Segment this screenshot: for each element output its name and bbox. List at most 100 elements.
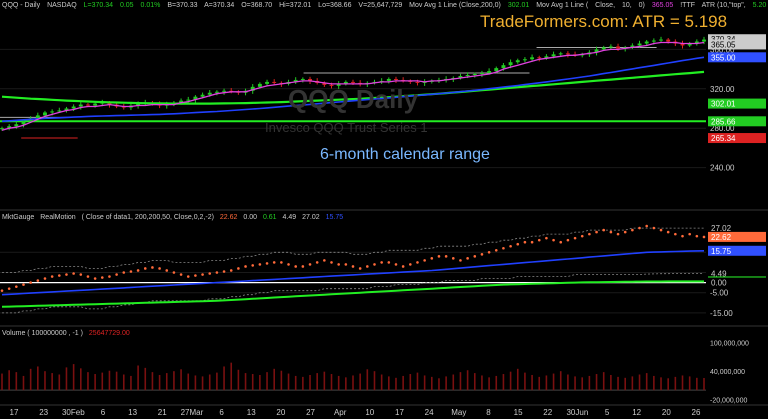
- realmotion-dot: [72, 272, 75, 275]
- realmotion-dot: [566, 238, 570, 242]
- gauge-v2: 0.00: [243, 214, 257, 221]
- realmotion-dot: [29, 281, 32, 284]
- realmotion-dot: [502, 246, 505, 250]
- realmotion-dot: [344, 263, 348, 266]
- high-price: Hi=372.01: [279, 2, 312, 9]
- bid-price: B=370.33: [167, 2, 198, 9]
- candle-body: [644, 41, 649, 44]
- realmotion-dot: [15, 285, 18, 288]
- candle-body: [272, 81, 277, 83]
- volume-tick-label: -20,000,000: [710, 398, 747, 405]
- candle-body: [694, 41, 699, 44]
- volume-value: V=25,647,729: [358, 2, 403, 9]
- candle-body: [21, 121, 26, 125]
- x-tick-label: 30Feb: [62, 408, 85, 417]
- price-tag-label: 302.01: [711, 100, 736, 109]
- realmotion-dot: [437, 255, 441, 258]
- gauge-tag-label: 27.02: [711, 224, 732, 233]
- x-tick-label: May: [451, 408, 466, 417]
- gauge-v6: 15.75: [325, 214, 344, 221]
- realmotion-dot: [36, 279, 40, 282]
- price-tag-label: 355.00: [711, 53, 736, 62]
- realmotion-dot: [158, 267, 161, 270]
- realmotion-dot: [208, 272, 212, 275]
- candle-body: [207, 92, 212, 95]
- gauge-tag: [708, 245, 766, 256]
- realmotion-dot: [451, 257, 455, 260]
- candle-body: [472, 74, 477, 76]
- realmotion-dot: [0, 289, 4, 292]
- change-pct: 0.01%: [140, 2, 161, 9]
- candle-body: [565, 53, 570, 55]
- gauge-tag: [708, 268, 766, 279]
- candle-body: [64, 108, 69, 111]
- candle-body: [494, 68, 499, 72]
- candle-body: [487, 71, 492, 74]
- candle-body: [616, 46, 620, 49]
- realmotion-dot: [7, 287, 11, 290]
- x-tick-label: 8: [486, 408, 491, 417]
- price-tick-label: 280.00: [710, 124, 735, 133]
- realmotion-dot: [179, 273, 183, 276]
- realmotion-dot: [380, 261, 383, 264]
- ma10-line: [1, 41, 705, 131]
- ma200-line: [1, 70, 705, 105]
- candle-body: [702, 39, 706, 42]
- candle-body: [608, 46, 613, 48]
- x-tick-label: 17: [395, 408, 404, 417]
- candle-body: [186, 99, 191, 101]
- realmotion-dot: [50, 275, 54, 278]
- candle-body: [214, 91, 219, 93]
- realmotion-dot: [545, 236, 548, 240]
- realmotion-dot: [272, 261, 276, 264]
- realmotion-dot: [423, 259, 426, 262]
- price-header: QQQ - Daily NASDAQ L=370.34 0.05 0.01% B…: [2, 2, 768, 9]
- realmotion-dot: [373, 263, 376, 266]
- realmotion-dot: [186, 275, 190, 278]
- realmotion-dot: [688, 232, 691, 236]
- realmotion-dot: [409, 263, 412, 266]
- realmotion-dot: [366, 265, 369, 268]
- x-tick-label: 13: [247, 408, 256, 417]
- realmotion-dot: [394, 263, 398, 266]
- candle-body: [479, 73, 484, 75]
- realmotion-dot: [666, 230, 670, 234]
- candle-body: [322, 82, 327, 85]
- ma200-value: 302.01: [507, 2, 530, 9]
- realmotion-dot: [215, 271, 219, 274]
- gauge-tag: [708, 231, 766, 242]
- volume-tick-label: 100,000,000: [710, 341, 749, 348]
- realmotion-dot: [229, 269, 233, 272]
- realmotion-dot: [58, 274, 61, 277]
- candle-body: [257, 83, 262, 87]
- realmotion-dot: [143, 267, 147, 270]
- candle-body: [601, 47, 606, 50]
- candle-body: [93, 103, 98, 106]
- ma-close-label4: 0): [638, 2, 645, 9]
- candle-body: [250, 86, 255, 91]
- gauge-v1: 22.62: [219, 214, 238, 221]
- realmotion-dot: [537, 238, 541, 242]
- realmotion-dot: [702, 235, 706, 239]
- realmotion-dot: [237, 267, 240, 270]
- ma-blue-line: [1, 56, 705, 123]
- realmotion-dot: [151, 266, 154, 269]
- x-tick-label: 10: [365, 408, 374, 417]
- realmotion-dot: [280, 261, 283, 264]
- ma-close-label2: Close,: [595, 2, 616, 9]
- realmotion-dot: [588, 232, 591, 236]
- price-tag: [708, 133, 766, 144]
- realmotion-dot: [509, 244, 512, 248]
- candle-body: [136, 103, 141, 106]
- realmotion-dot: [330, 261, 333, 264]
- gauge-header: MktGauge RealMotion ( Close of data1, 20…: [2, 214, 347, 221]
- x-tick-label: 30Jun: [566, 408, 588, 417]
- realmotion-dot: [222, 270, 226, 273]
- realmotion-dot: [559, 240, 563, 244]
- candle-body: [35, 115, 40, 119]
- atr-value: 5.20: [752, 2, 767, 9]
- candle-body: [293, 79, 298, 82]
- x-tick-label: 6: [101, 408, 106, 417]
- gauge-tag: [708, 277, 766, 288]
